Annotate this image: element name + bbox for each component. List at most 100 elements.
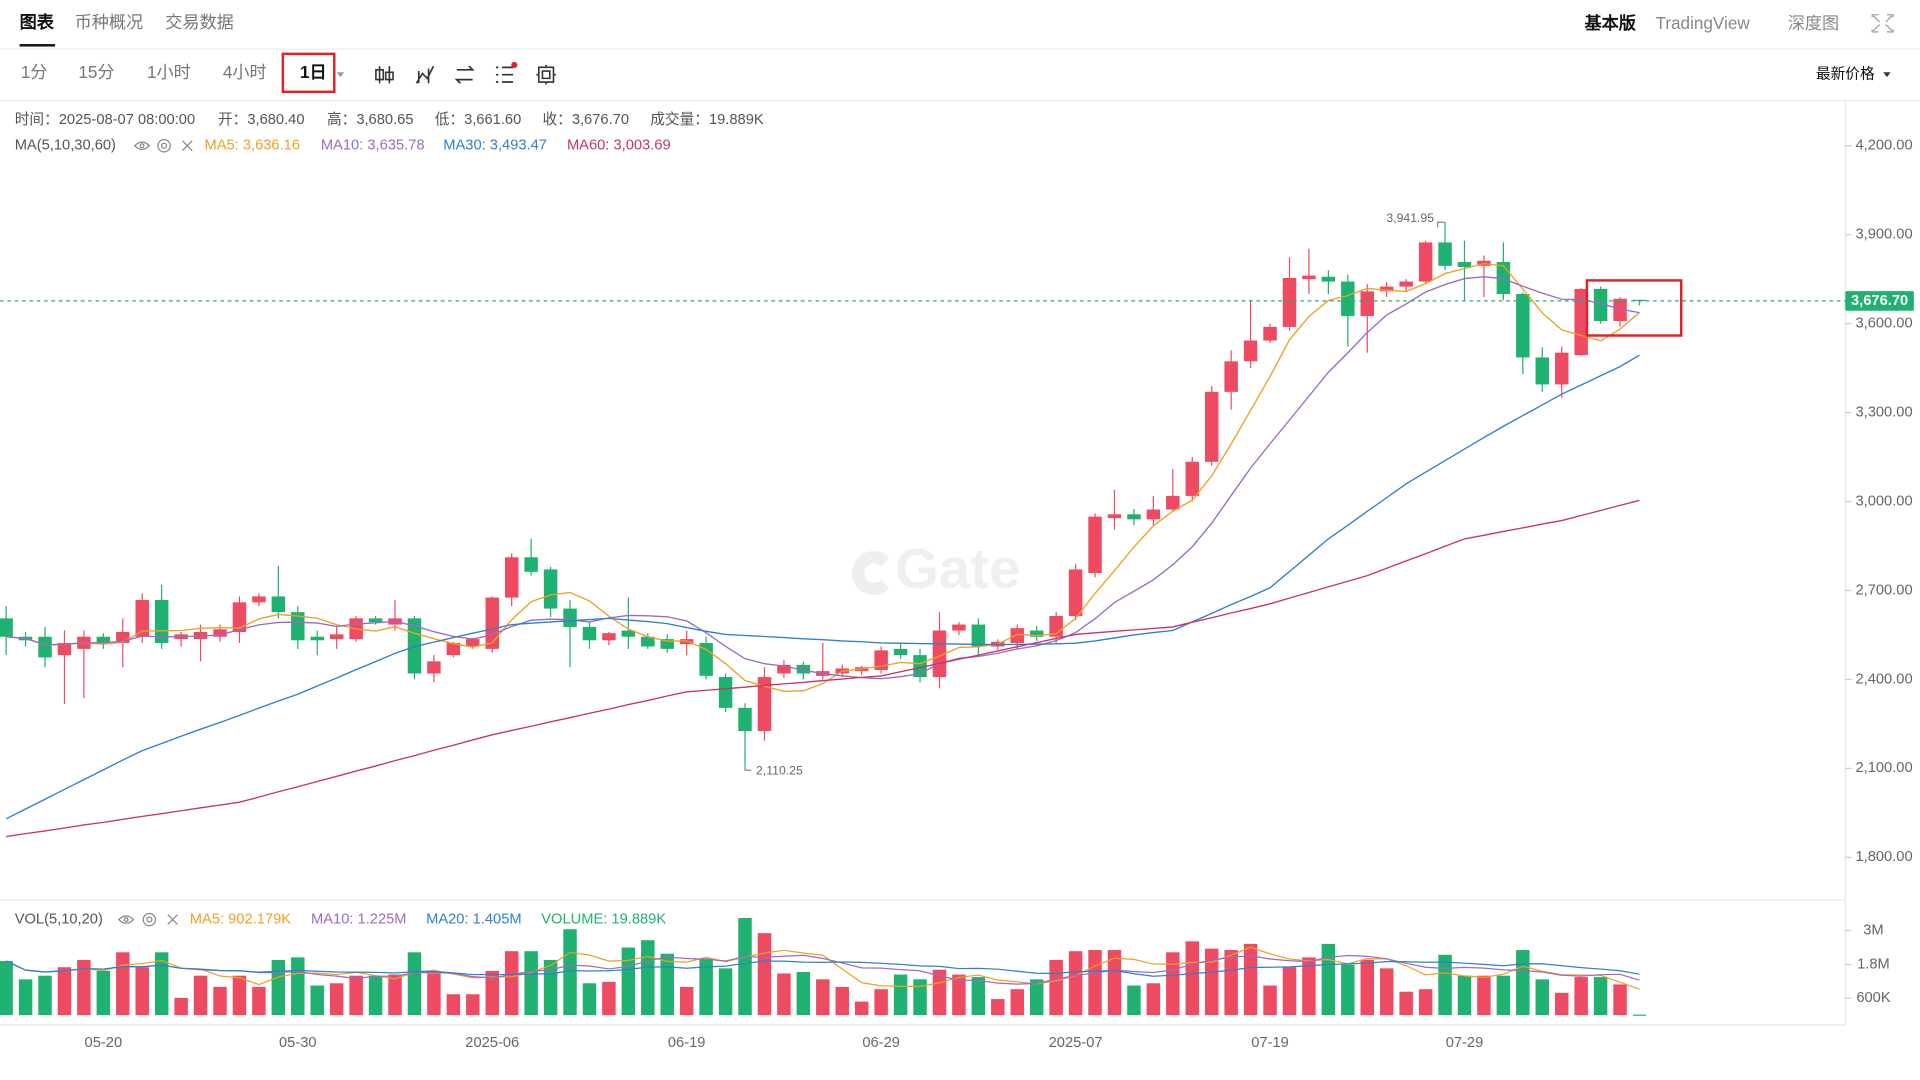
info: 时间：2025-08-07 08:00:00 xyxy=(15,111,195,128)
interval[interactable]: 4小时 xyxy=(223,62,267,82)
interval[interactable]: 1小时 xyxy=(147,62,191,82)
tab[interactable]: 币种概况 xyxy=(75,12,144,32)
volume-bar xyxy=(1224,950,1238,1016)
notice-dot xyxy=(511,61,518,68)
tab[interactable]: 交易数据 xyxy=(165,12,234,32)
volume-bar xyxy=(116,952,130,1016)
indicator-controls[interactable] xyxy=(117,912,178,927)
volume-bar xyxy=(1341,964,1355,1016)
ma-line xyxy=(5,354,1640,820)
candle-body xyxy=(368,618,383,623)
ma-legend: MA60: 3,003.69 xyxy=(567,138,671,154)
candle-body xyxy=(952,624,966,631)
indicator-icon[interactable] xyxy=(415,65,435,84)
x-tick-label: 2025-07 xyxy=(1049,1035,1103,1051)
eye-pupil xyxy=(123,917,129,923)
list-icon[interactable] xyxy=(495,66,514,83)
volume-bar xyxy=(466,994,480,1016)
candle-body xyxy=(1204,391,1219,462)
volume-bar xyxy=(1457,975,1472,1016)
candle-body xyxy=(582,626,597,641)
eye-icon[interactable] xyxy=(117,915,135,924)
volume-bar xyxy=(329,983,344,1016)
candle-body xyxy=(446,642,461,656)
volume-bar xyxy=(1574,977,1588,1016)
fullscreen-icon[interactable] xyxy=(1871,13,1894,33)
y-tick-label: 1,800.00 xyxy=(1855,849,1912,865)
candle-body xyxy=(1146,509,1161,520)
volume-bar xyxy=(291,957,305,1016)
compare-icon[interactable] xyxy=(454,65,475,84)
interval[interactable]: 1分 xyxy=(21,62,48,82)
volume-bar xyxy=(504,951,519,1016)
dropdown-icon[interactable] xyxy=(1883,72,1891,78)
candle-body xyxy=(310,636,324,641)
mode-tab[interactable]: TradingView xyxy=(1656,13,1751,33)
volume-bar xyxy=(1516,950,1530,1016)
volume-bar xyxy=(1185,941,1199,1016)
close-icon[interactable] xyxy=(182,140,193,152)
candle-body xyxy=(1341,281,1355,316)
volume-bar xyxy=(271,959,286,1016)
volume-bar xyxy=(757,933,772,1016)
x-tick-label: 06-29 xyxy=(862,1035,900,1051)
volume-bar xyxy=(991,999,1005,1016)
candle-body xyxy=(329,634,344,640)
settings-icon[interactable] xyxy=(536,64,556,85)
ma-line xyxy=(6,276,1640,680)
candle-body xyxy=(0,618,13,637)
price-type-select[interactable]: 最新价格 xyxy=(1816,66,1875,83)
ma-legend: MA10: 3,635.78 xyxy=(321,138,425,154)
interval[interactable]: 15分 xyxy=(78,62,114,82)
candle-body xyxy=(1574,288,1588,356)
candle-body xyxy=(1243,340,1258,362)
annotation-label: 3,941.95 xyxy=(1386,211,1434,225)
volume-bar xyxy=(349,975,363,1016)
watermark: Gate xyxy=(851,537,1020,600)
watermark-text: Gate xyxy=(895,537,1020,600)
candle-body xyxy=(1224,361,1238,392)
interval-active[interactable]: 1日 xyxy=(300,62,327,82)
volume-bar xyxy=(1399,991,1413,1016)
volume-bar xyxy=(18,979,33,1016)
candle-body xyxy=(504,557,519,598)
mode-tab[interactable]: 深度图 xyxy=(1788,13,1839,33)
mode-tab[interactable]: 基本版 xyxy=(1584,13,1636,33)
volume-ma-line xyxy=(5,954,1640,985)
volume-bar xyxy=(1127,985,1141,1016)
volume-bar xyxy=(154,952,169,1016)
candle-body xyxy=(1166,495,1180,510)
candle-body xyxy=(602,633,616,641)
volume-bar xyxy=(1263,985,1277,1016)
info: 成交量：19.889K xyxy=(650,110,764,128)
candle-body xyxy=(1418,242,1433,282)
candle-body xyxy=(1010,628,1024,643)
volume-bar xyxy=(1088,950,1102,1016)
volume-bar xyxy=(1282,967,1297,1016)
candle-body xyxy=(1593,288,1608,321)
candle-body xyxy=(563,608,577,627)
settings-icon[interactable] xyxy=(157,138,171,153)
volume-bar xyxy=(602,981,616,1016)
volume-bar xyxy=(1243,943,1258,1016)
volume-bar xyxy=(213,986,227,1016)
candle-body xyxy=(1379,286,1394,292)
volume-bar xyxy=(641,940,655,1016)
eye-icon[interactable] xyxy=(133,141,151,150)
settings-icon[interactable] xyxy=(142,912,157,927)
volume-bar xyxy=(1496,975,1511,1016)
close-icon[interactable] xyxy=(167,914,178,925)
x-tick-label: 07-19 xyxy=(1251,1035,1289,1051)
dropdown-icon[interactable] xyxy=(336,72,345,78)
candle-type-icon[interactable] xyxy=(375,66,394,84)
y-tick-label: 2,100.00 xyxy=(1855,760,1912,776)
tab-underline xyxy=(19,44,56,47)
volume-bar xyxy=(563,929,577,1016)
candle-body xyxy=(796,664,811,674)
annotation-pointer xyxy=(1437,221,1446,228)
volume-bar xyxy=(1554,992,1569,1016)
indicator-controls[interactable] xyxy=(133,138,193,153)
volume-legend: VOLUME: 19.889K xyxy=(541,911,666,927)
tab[interactable]: 图表 xyxy=(20,12,55,32)
settings-core xyxy=(146,916,153,923)
